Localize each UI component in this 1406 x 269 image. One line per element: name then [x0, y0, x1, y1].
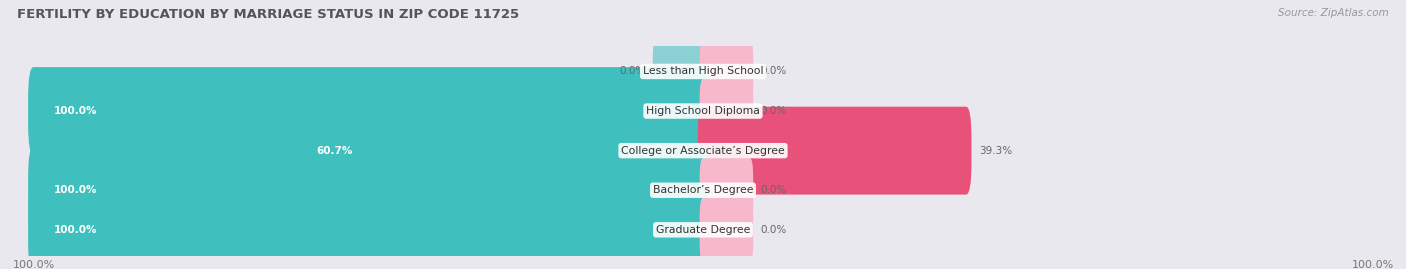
Text: Less than High School: Less than High School [643, 66, 763, 76]
Text: 0.0%: 0.0% [759, 106, 786, 116]
FancyBboxPatch shape [0, 70, 1406, 232]
FancyBboxPatch shape [697, 107, 972, 194]
FancyBboxPatch shape [28, 146, 709, 234]
FancyBboxPatch shape [0, 109, 1406, 269]
FancyBboxPatch shape [700, 39, 754, 104]
Text: 100.0%: 100.0% [53, 225, 97, 235]
FancyBboxPatch shape [28, 186, 709, 269]
FancyBboxPatch shape [0, 30, 1406, 192]
Text: Source: ZipAtlas.com: Source: ZipAtlas.com [1278, 8, 1389, 18]
FancyBboxPatch shape [700, 79, 754, 143]
FancyBboxPatch shape [291, 107, 709, 194]
FancyBboxPatch shape [0, 149, 1406, 269]
Text: High School Diploma: High School Diploma [647, 106, 759, 116]
Text: 100.0%: 100.0% [53, 185, 97, 195]
Text: Graduate Degree: Graduate Degree [655, 225, 751, 235]
FancyBboxPatch shape [700, 198, 754, 262]
Text: 60.7%: 60.7% [316, 146, 353, 156]
Text: 0.0%: 0.0% [759, 225, 786, 235]
Text: FERTILITY BY EDUCATION BY MARRIAGE STATUS IN ZIP CODE 11725: FERTILITY BY EDUCATION BY MARRIAGE STATU… [17, 8, 519, 21]
FancyBboxPatch shape [700, 158, 754, 222]
Text: 0.0%: 0.0% [759, 185, 786, 195]
Text: 0.0%: 0.0% [620, 66, 647, 76]
Text: 39.3%: 39.3% [980, 146, 1012, 156]
Text: 100.0%: 100.0% [53, 106, 97, 116]
FancyBboxPatch shape [0, 0, 1406, 153]
Text: College or Associate’s Degree: College or Associate’s Degree [621, 146, 785, 156]
FancyBboxPatch shape [652, 39, 706, 104]
Text: 0.0%: 0.0% [759, 66, 786, 76]
FancyBboxPatch shape [28, 67, 709, 155]
Text: Bachelor’s Degree: Bachelor’s Degree [652, 185, 754, 195]
